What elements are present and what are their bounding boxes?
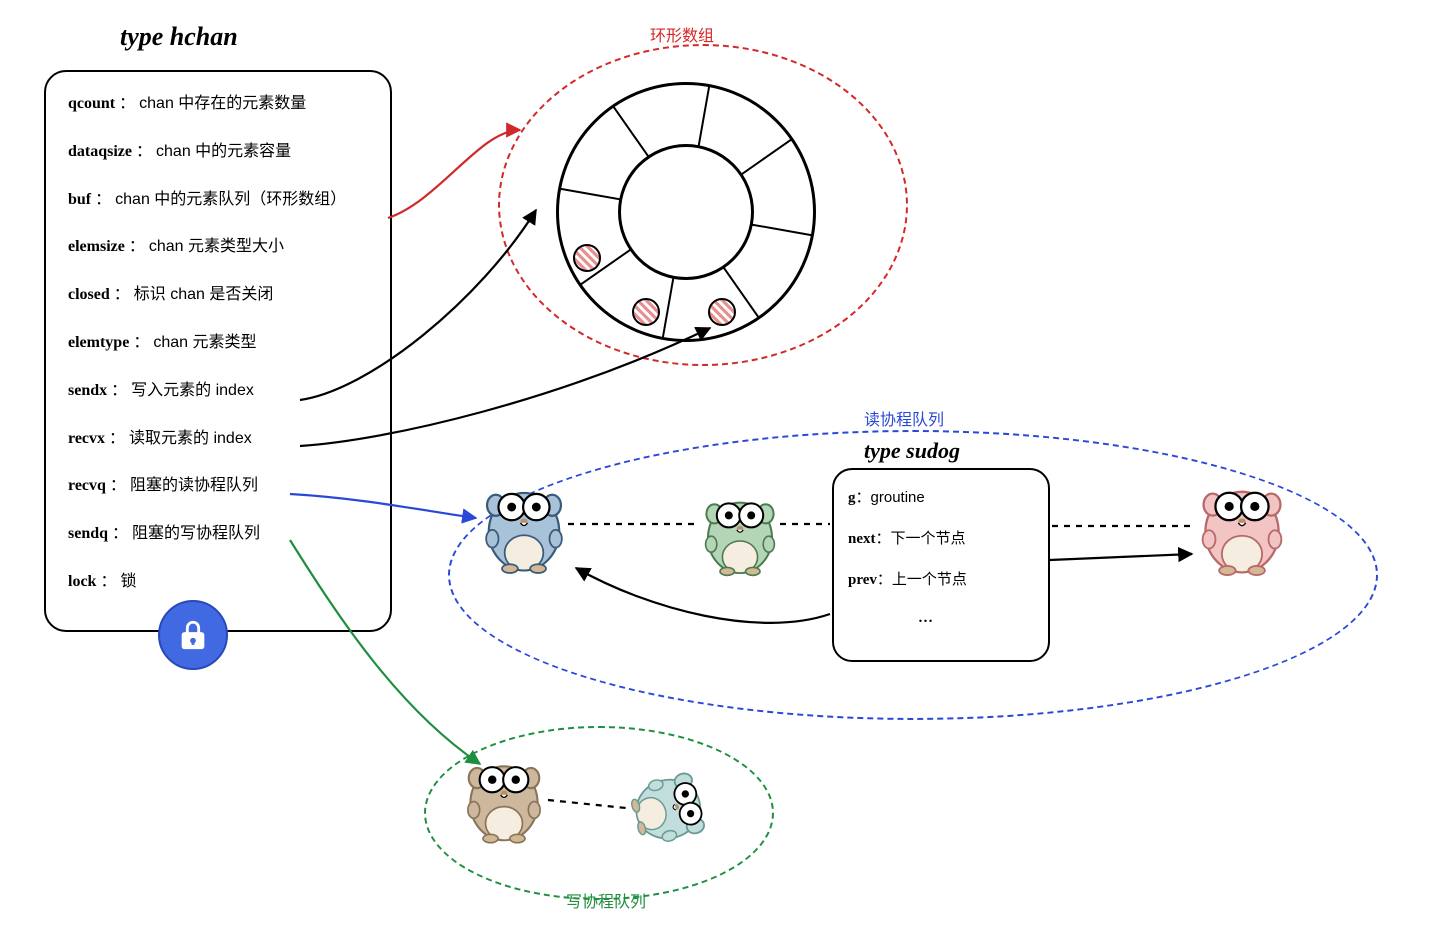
hchan-field-recvx: recvx：读取元素的 index [68,429,372,450]
sudog-field-…: … [848,609,1034,627]
sudog-struct-box: g：groutine next：下一个节点 prev：上一个节点 … [832,468,1050,662]
hchan-title: type hchan [120,22,238,52]
hchan-field-dataqsize: dataqsize：chan 中的元素容量 [68,142,372,163]
hchan-field-elemsize: elemsize：chan 元素类型大小 [68,237,372,258]
lock-icon [158,600,228,670]
hchan-field-lock: lock：锁 [68,572,372,593]
gopher-icon [1196,468,1288,576]
readq-title: 读协程队列 [864,406,944,430]
sudog-field-next: next：下一个节点 [848,527,1034,548]
hchan-field-qcount: qcount：chan 中存在的元素数量 [68,94,372,115]
ring-slot-filled [573,244,601,272]
hchan-struct-box: qcount：chan 中存在的元素数量 dataqsize：chan 中的元素容… [44,70,392,632]
ring-slot-filled [632,298,660,326]
ring-title: 环形数组 [650,22,714,46]
hchan-field-sendx: sendx：写入元素的 index [68,381,372,402]
sudog-field-prev: prev：上一个节点 [848,568,1034,589]
gopher-icon [462,744,546,844]
hchan-field-buf: buf：chan 中的元素队列（环形数组） [68,190,372,211]
gopher-icon [480,470,568,574]
hchan-field-recvq: recvq：阻塞的读协程队列 [68,476,372,497]
hchan-field-elemtype: elemtype：chan 元素类型 [68,333,372,354]
hchan-field-closed: closed：标识 chan 是否关闭 [68,285,372,306]
gopher-icon [700,480,780,578]
hchan-field-sendq: sendq：阻塞的写协程队列 [68,524,372,545]
sudog-field-g: g：groutine [848,486,1034,507]
sudog-title: type sudog [864,438,960,464]
ring-slot-filled [708,298,736,326]
ring-buffer [556,82,816,342]
